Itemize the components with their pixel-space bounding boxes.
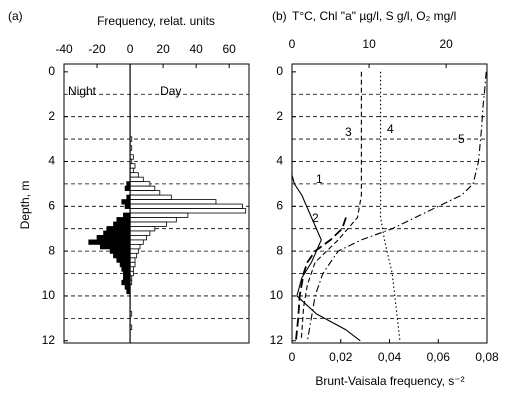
x-tick-label: 40 [189,42,203,56]
bar [113,221,131,227]
x-tick-label: 20 [439,37,453,51]
bar [129,181,151,187]
bar [129,243,141,250]
y-tick-label: 4 [48,154,55,168]
bar [88,239,131,245]
series-label: 4 [387,122,394,136]
bar [123,212,131,218]
plot-frame [291,63,488,344]
y-tick-label: 10 [42,288,56,302]
bar [116,257,131,263]
bar [99,243,131,250]
y-tick-label: 6 [48,198,55,212]
bar [109,248,131,254]
bar [129,257,136,263]
bar [124,284,131,290]
bar [96,235,131,241]
bar [129,248,139,254]
bar [124,185,131,192]
x-tick-label: 20 [156,42,170,56]
bar [113,252,131,259]
series-line [300,71,362,341]
bar [129,212,189,218]
bar [129,252,138,259]
x2-tick-label: 0,08 [475,350,499,364]
bar [106,226,131,232]
y-tick-label: 8 [276,243,283,257]
x-axis-title: T°C, Chl "a" µg/l, S g/l, O₂ mg/l [292,9,456,23]
y-axis-title: Depth, m [18,181,32,230]
bar [123,275,131,281]
bar [116,217,131,223]
bar [129,235,147,241]
y-tick-label: 12 [270,333,284,347]
x-tick-label: 0 [127,42,134,56]
y-tick-label: 0 [48,64,55,78]
bar [123,270,131,277]
bar [121,266,131,272]
x2-tick-label: 0,04 [378,350,402,364]
bar [103,230,131,236]
x-tick-label: -20 [88,42,106,56]
bar [129,203,243,209]
series-line [295,217,347,341]
bar [121,199,131,205]
x2-tick-label: 0,06 [427,350,451,364]
y-tick-label: 8 [48,243,55,257]
x-tick-label: 60 [222,42,236,56]
bar [129,208,247,214]
x-tick-label: 0 [289,37,296,51]
series-label: 1 [316,172,323,186]
y-tick-label: 2 [276,109,283,123]
bar [129,221,167,227]
bar [124,203,131,209]
bar [119,261,131,268]
bar [129,172,139,178]
x-tick-label: 10 [362,37,376,51]
series-label: 3 [345,125,352,139]
panel-label: (a) [8,9,23,23]
x2-tick-label: 0,02 [329,350,353,364]
x2-tick-label: 0 [289,350,296,364]
series-line [306,71,487,341]
series-line [380,71,401,341]
panel-label: (b) [272,9,287,23]
bar [129,190,161,196]
y-tick-label: 6 [276,198,283,212]
x-axis-title: Brunt-Vaisala frequency, s⁻² [315,374,464,388]
bar [129,226,156,232]
x-axis-title: Frequency, relat. units [97,14,215,28]
x-tick-label: -40 [55,42,73,56]
bar [129,194,172,200]
bar [129,261,136,268]
bar [129,217,177,223]
y-tick-label: 0 [276,64,283,78]
bar [129,230,151,236]
y-tick-label: 10 [270,288,284,302]
y-tick-label: 12 [42,333,56,347]
bar [129,176,144,183]
bar [129,199,217,205]
bar [129,239,144,245]
bar [121,279,131,286]
series-label: 2 [312,211,319,225]
legend-label: Night [68,84,97,98]
y-tick-label: 4 [276,154,283,168]
bar [129,185,156,192]
bar [129,163,136,169]
legend-label: Day [160,84,181,98]
plot-frame [63,63,250,344]
y-tick-label: 2 [48,109,55,123]
series-label: 5 [458,132,465,146]
